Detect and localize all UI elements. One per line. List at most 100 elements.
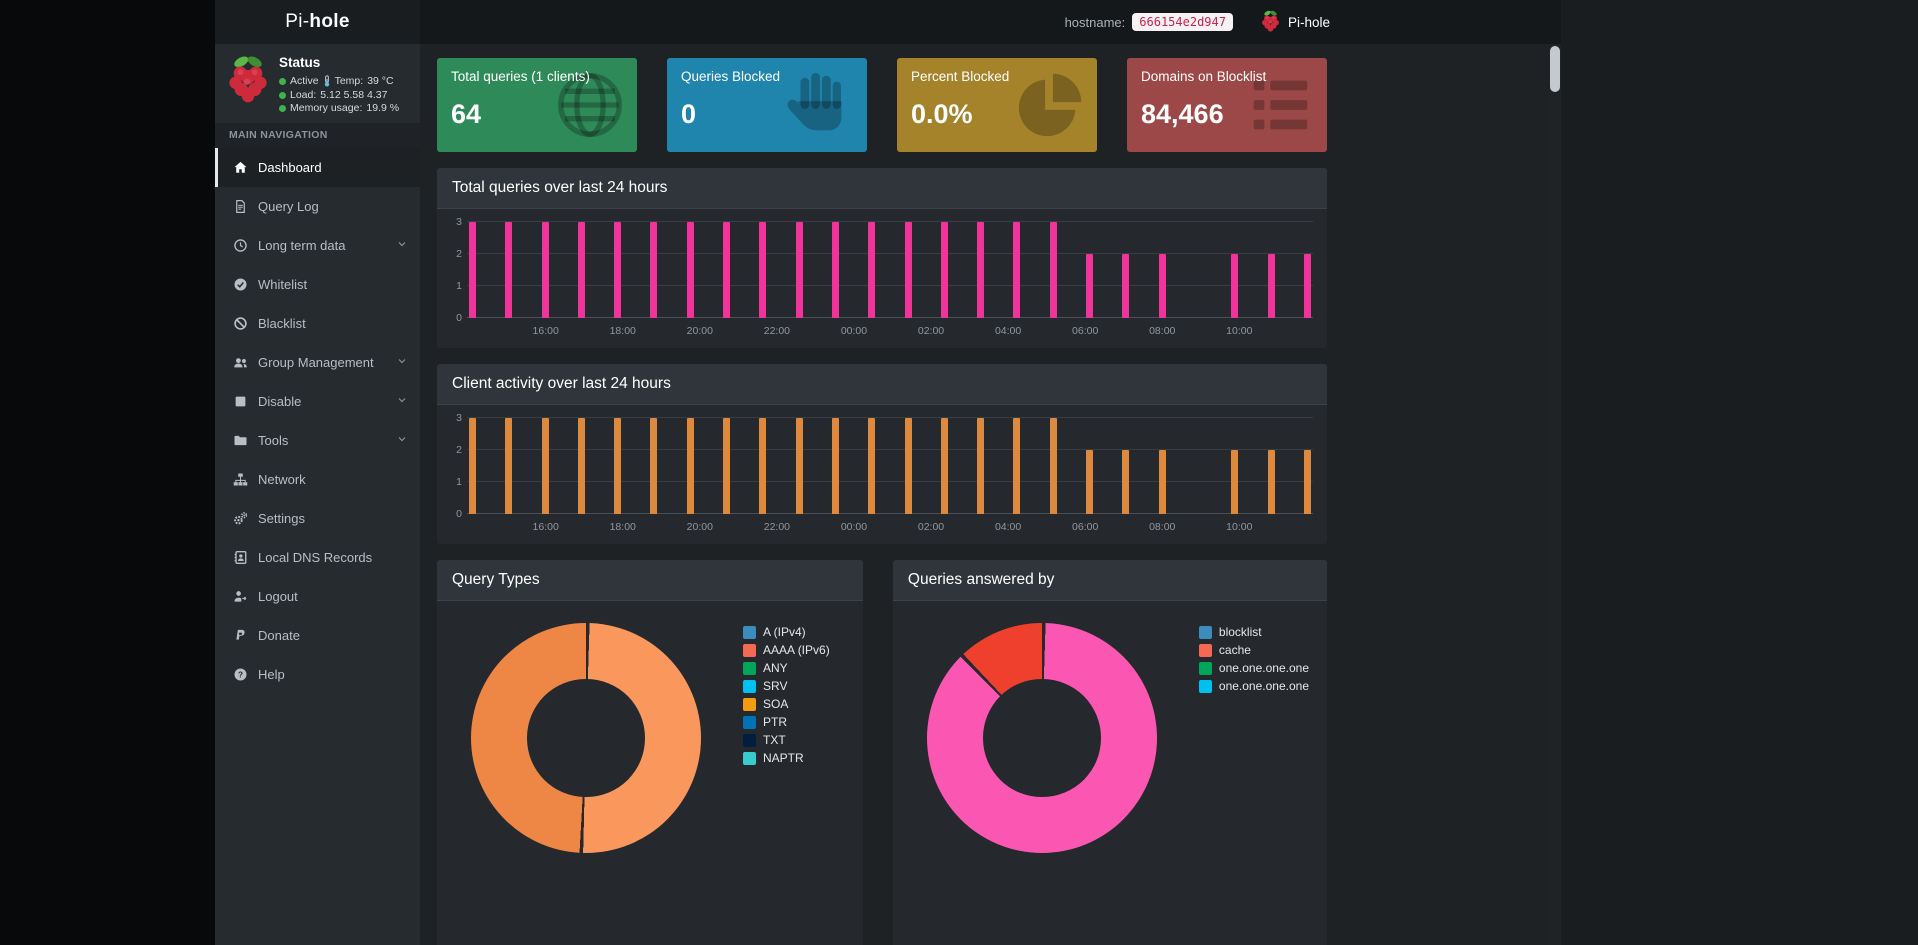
bar[interactable] xyxy=(1158,450,1166,514)
bar[interactable] xyxy=(1049,222,1057,318)
bar[interactable] xyxy=(977,222,985,318)
sidebar-item-long-term-data[interactable]: Long term data xyxy=(215,226,420,265)
bar[interactable] xyxy=(469,222,476,318)
x-axis: 16:00 18:00 20:00 22:00 00:00 02:00 04:00 06:00… xyxy=(467,318,1313,342)
sidebar-item-whitelist[interactable]: Whitelist xyxy=(215,265,420,304)
vertical-scrollbar[interactable] xyxy=(1549,0,1561,945)
bar[interactable] xyxy=(650,418,658,514)
sidebar-toggle-button[interactable] xyxy=(420,0,468,44)
panel-title: Query Types xyxy=(452,571,540,588)
x-axis-label: 06:00 xyxy=(1072,325,1099,337)
bar[interactable] xyxy=(505,222,513,318)
sidebar-item-tools[interactable]: Tools xyxy=(215,421,420,460)
sidebar-item-dashboard[interactable]: Dashboard xyxy=(215,148,420,187)
bar[interactable] xyxy=(614,418,622,514)
bar[interactable] xyxy=(940,418,948,514)
bar[interactable] xyxy=(541,418,549,514)
bar[interactable] xyxy=(1267,254,1275,318)
sidebar-item-logout[interactable]: Logout xyxy=(215,577,420,616)
bar[interactable] xyxy=(904,222,912,318)
bar[interactable] xyxy=(1086,254,1094,318)
bar[interactable] xyxy=(577,222,585,318)
legend-item-naptr[interactable]: NAPTR xyxy=(743,751,830,765)
legend-item-cache[interactable]: cache xyxy=(1198,643,1309,657)
bar[interactable] xyxy=(1158,254,1166,318)
bar[interactable] xyxy=(723,222,731,318)
sidebar-item-disable[interactable]: Disable xyxy=(215,382,420,421)
bar[interactable] xyxy=(541,222,549,318)
x-axis-label: 16:00 xyxy=(532,521,559,533)
bar[interactable] xyxy=(977,418,985,514)
legend-item-aaaa-ipv6[interactable]: AAAA (IPv6) xyxy=(743,643,830,657)
bar[interactable] xyxy=(1122,254,1130,318)
legend-item-ptr[interactable]: PTR xyxy=(743,715,830,729)
legend-item-txt[interactable]: TXT xyxy=(743,733,830,747)
panel-title: Client activity over last 24 hours xyxy=(452,375,671,392)
bar[interactable] xyxy=(1049,418,1057,514)
panel-body: 0 1 2 3 16:00 18:00 20:00 22:00 00:00 02:00 04:00… xyxy=(437,405,1327,544)
sidebar-item-help[interactable]: ? Help xyxy=(215,655,420,694)
bar[interactable] xyxy=(795,418,803,514)
bar[interactable] xyxy=(614,222,622,318)
bar[interactable] xyxy=(1013,418,1021,514)
sidebar-item-donate[interactable]: Donate xyxy=(215,616,420,655)
x-axis-label: 20:00 xyxy=(686,325,713,337)
client-activity-bar-chart[interactable]: 0 1 2 3 xyxy=(456,412,1313,520)
x-axis-label: 00:00 xyxy=(840,325,868,337)
bar[interactable] xyxy=(686,222,694,318)
bar[interactable] xyxy=(1267,450,1275,514)
scrollbar-thumb[interactable] xyxy=(1550,46,1560,92)
bar[interactable] xyxy=(505,418,513,514)
bar[interactable] xyxy=(868,418,876,514)
bar[interactable] xyxy=(1231,450,1239,514)
bar[interactable] xyxy=(469,418,476,514)
sidebar-item-network[interactable]: Network xyxy=(215,460,420,499)
legend-item-blocklist[interactable]: blocklist xyxy=(1198,625,1309,639)
sidebar-item-group-management[interactable]: Group Management xyxy=(215,343,420,382)
app-logo[interactable]: Pi-hole xyxy=(215,0,420,44)
bar[interactable] xyxy=(1303,450,1311,514)
sidebar-item-label: Donate xyxy=(258,628,300,643)
clock-icon xyxy=(233,238,248,253)
bar[interactable] xyxy=(1303,254,1311,318)
query-types-donut-chart[interactable] xyxy=(471,623,701,853)
svg-text:?: ? xyxy=(238,670,243,679)
queries-answered-by-donut-chart[interactable] xyxy=(926,623,1157,853)
sign-out-icon xyxy=(233,589,248,604)
status-dot-icon xyxy=(279,104,286,112)
bar[interactable] xyxy=(1013,222,1021,318)
sidebar-item-settings[interactable]: Settings xyxy=(215,499,420,538)
summary-cards: Total queries (1 clients) 64 Queries Blo… xyxy=(437,58,1327,152)
panel-client-activity: Client activity over last 24 hours 0 1 2 3 … xyxy=(437,364,1327,544)
bar[interactable] xyxy=(759,418,767,514)
total-queries-bar-chart[interactable]: 0 1 2 3 xyxy=(456,216,1313,324)
legend-item-a-ipv4[interactable]: A (IPv4) xyxy=(743,625,830,639)
bar[interactable] xyxy=(577,418,585,514)
bar[interactable] xyxy=(831,418,839,514)
y-axis-label: 1 xyxy=(456,280,462,292)
sidebar-item-local-dns-records[interactable]: Local DNS Records xyxy=(215,538,420,577)
bar[interactable] xyxy=(868,222,876,318)
bar[interactable] xyxy=(831,222,839,318)
bar[interactable] xyxy=(650,222,658,318)
bar[interactable] xyxy=(1122,450,1130,514)
legend-item-soa[interactable]: SOA xyxy=(743,697,830,711)
legend-item-srv[interactable]: SRV xyxy=(743,679,830,693)
bar[interactable] xyxy=(1086,450,1094,514)
bar[interactable] xyxy=(1231,254,1239,318)
bar[interactable] xyxy=(795,222,803,318)
status-dot-icon xyxy=(279,91,286,99)
memory-value: 19.9 % xyxy=(366,102,400,114)
sidebar-item-query-log[interactable]: Query Log xyxy=(215,187,420,226)
legend-item-one-one-one-one[interactable]: one.one.one.one xyxy=(1198,661,1309,675)
bar[interactable] xyxy=(940,222,948,318)
sidebar-menu: Dashboard Query Log Long term data Whitelis… xyxy=(215,148,420,694)
load-label: Load: xyxy=(290,89,317,101)
bar[interactable] xyxy=(723,418,731,514)
sidebar-item-blacklist[interactable]: Blacklist xyxy=(215,304,420,343)
bar[interactable] xyxy=(686,418,694,514)
bar[interactable] xyxy=(759,222,767,318)
legend-item-one-one-one-one[interactable]: one.one.one.one xyxy=(1198,679,1309,693)
legend-item-any[interactable]: ANY xyxy=(743,661,830,675)
bar[interactable] xyxy=(904,418,912,514)
